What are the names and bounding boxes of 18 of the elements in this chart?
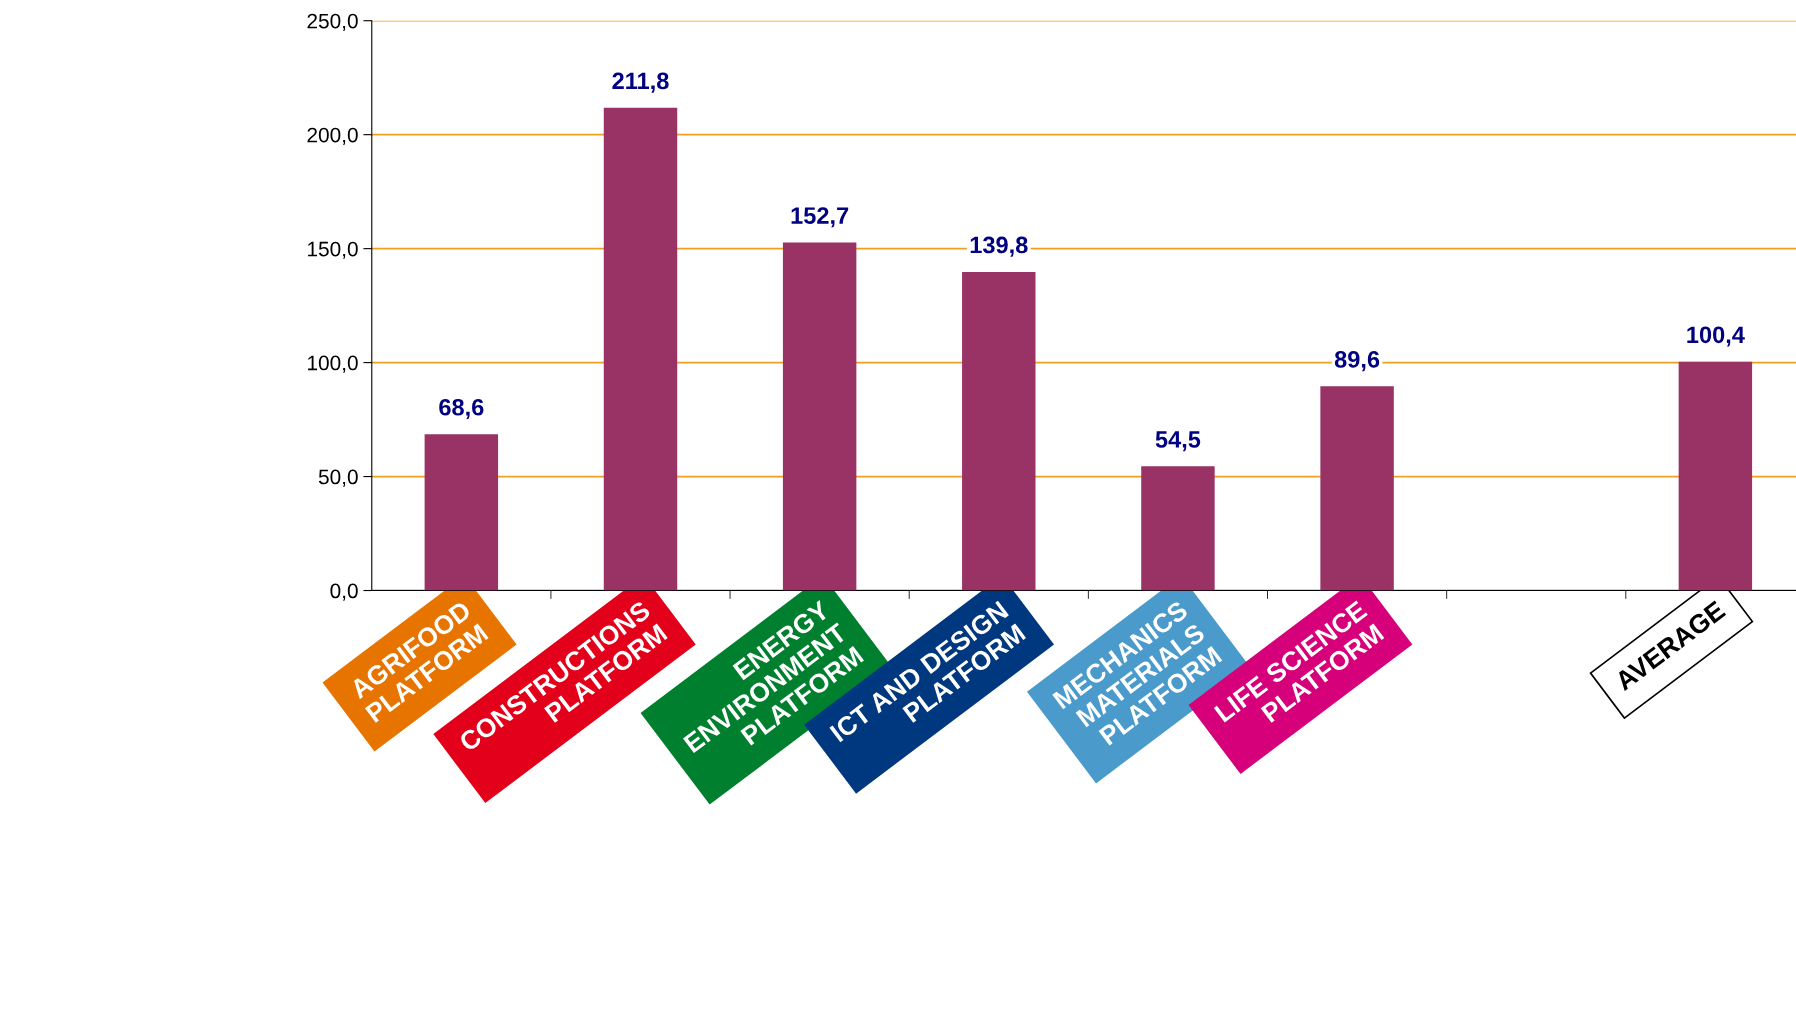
y-tick-label: 50,0 bbox=[318, 469, 358, 487]
bar bbox=[603, 107, 678, 591]
data-label: 139,8 bbox=[970, 236, 1028, 257]
data-label: 211,8 bbox=[612, 72, 669, 93]
y-tick-label: 150,0 bbox=[308, 241, 358, 259]
bar bbox=[1320, 386, 1394, 591]
bar bbox=[1141, 466, 1215, 591]
y-tick-label: 200,0 bbox=[307, 127, 358, 145]
y-tick-label: 0,0 bbox=[330, 583, 358, 601]
data-label: 68,6 bbox=[439, 398, 484, 420]
data-label: 152,7 bbox=[791, 207, 849, 228]
y-tick-label: 250,0 bbox=[307, 13, 358, 31]
bar bbox=[962, 271, 1036, 591]
data-label: 54,5 bbox=[1155, 431, 1201, 452]
data-label: 100,4 bbox=[1687, 326, 1745, 347]
data-label: 89,6 bbox=[1334, 351, 1380, 372]
y-tick-label: 100,0 bbox=[308, 355, 358, 373]
bar bbox=[782, 242, 857, 591]
